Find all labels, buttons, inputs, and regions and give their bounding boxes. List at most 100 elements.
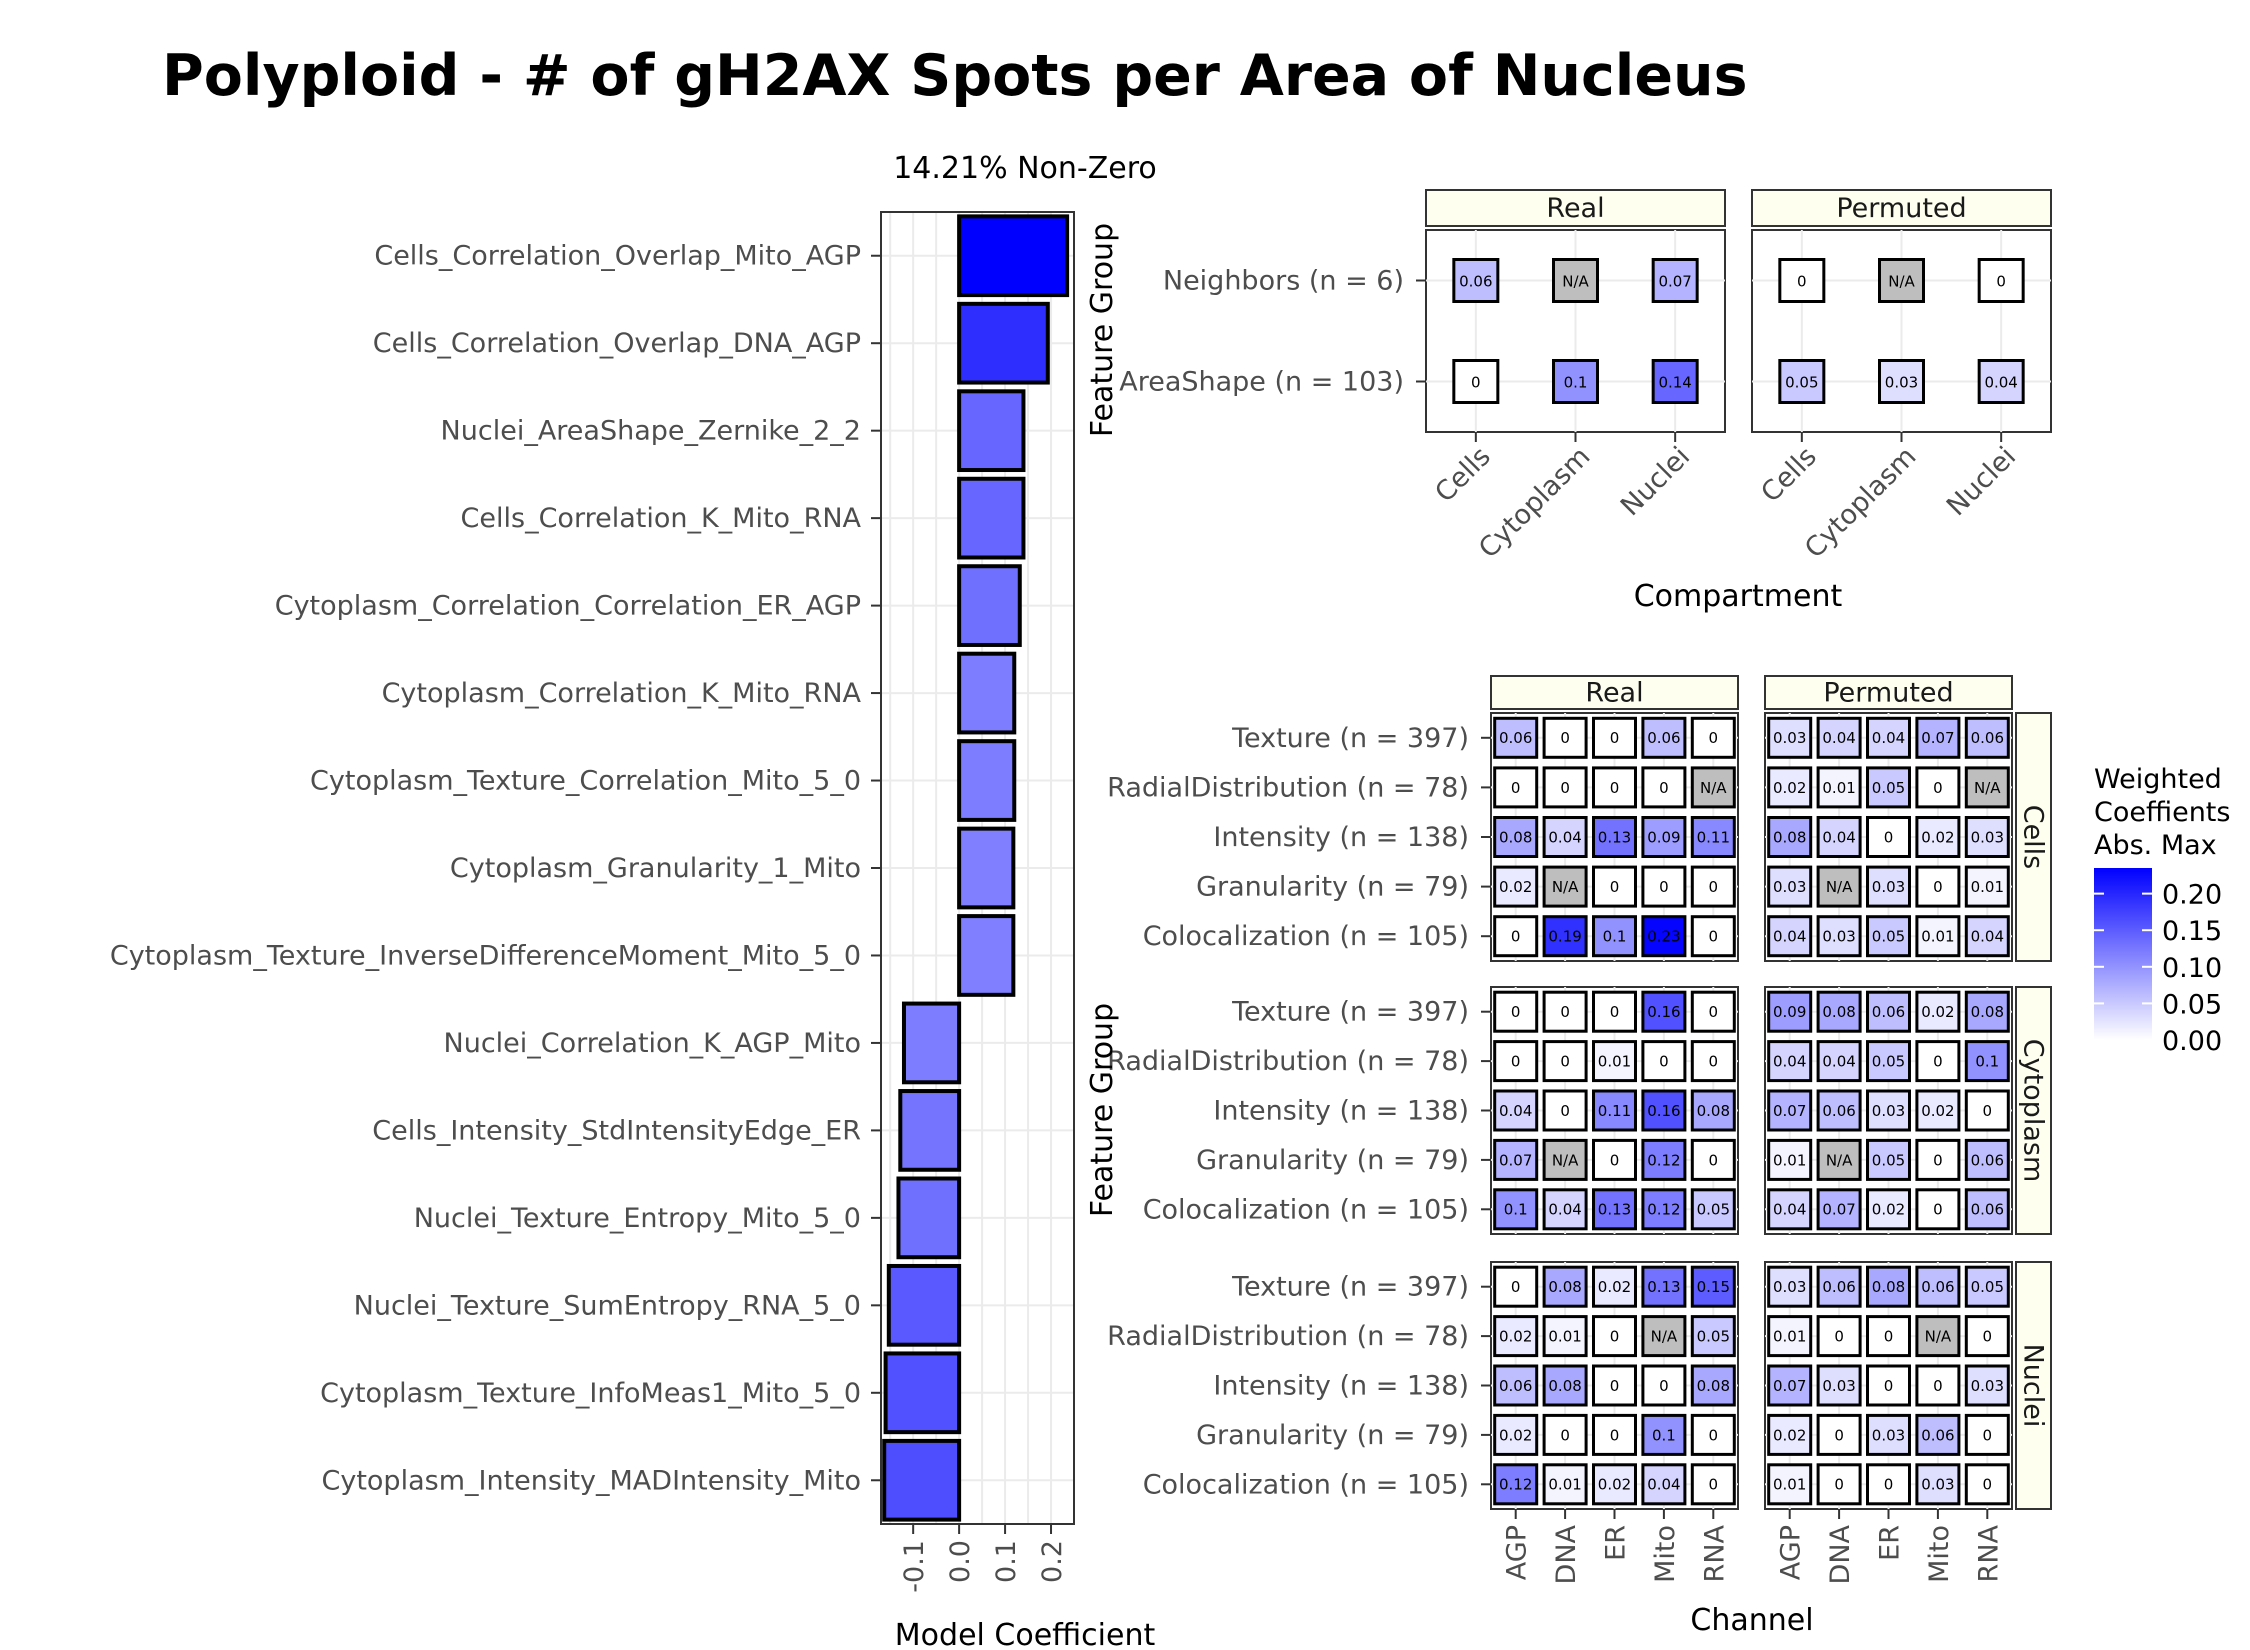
bottom-cytoplasm-real-cell-label: 0.16 bbox=[1647, 1003, 1680, 1021]
bottom-cells-permuted-cell bbox=[1767, 716, 1813, 759]
bar bbox=[957, 564, 1022, 647]
bottom-cytoplasm-permuted-cell-label: 0.04 bbox=[1773, 1201, 1806, 1219]
bottom-cells-real-cell bbox=[1542, 716, 1588, 759]
bar-y-tick-label: Cytoplasm_Correlation_Correlation_ER_AGP bbox=[275, 591, 861, 622]
bottom-cytoplasm-real-cell-label: 0 bbox=[1610, 1003, 1620, 1021]
bottom-cytoplasm-real-cell-label: 0 bbox=[1511, 1003, 1521, 1021]
bottom-nuclei-real-cell bbox=[1542, 1265, 1588, 1308]
top-real-cell bbox=[1552, 258, 1599, 303]
bar bbox=[896, 1176, 962, 1260]
bottom-nuclei-permuted-cell-label: 0.06 bbox=[1921, 1278, 1954, 1296]
bottom-cells-real-cell-label: 0 bbox=[1659, 779, 1669, 797]
bottom-nuclei-real-cell-label: 0 bbox=[1610, 1377, 1620, 1395]
bottom-cytoplasm-real-cell bbox=[1641, 1040, 1687, 1083]
legend-colorbar bbox=[2094, 868, 2152, 1040]
bottom-strip-nuclei bbox=[2015, 1261, 2052, 1510]
bottom-nuclei-permuted-cell-label: 0.01 bbox=[1773, 1328, 1806, 1346]
bottom-cells-permuted-cell bbox=[1866, 716, 1911, 759]
bottom-nuclei-permuted-cell-label: 0 bbox=[1983, 1426, 1993, 1444]
bottom-cells-permuted-cell bbox=[1915, 766, 1961, 809]
top-permuted-cell-label: 0.03 bbox=[1885, 373, 1918, 391]
bottom-cells-real-cell bbox=[1690, 716, 1736, 759]
bottom-x-tick-label: ER bbox=[1875, 1525, 1906, 1561]
bottom-cells-real-cell bbox=[1641, 915, 1687, 958]
bottom-cytoplasm-permuted-cell-label: 0.03 bbox=[1872, 1102, 1905, 1120]
bottom-cells-permuted-cell-label: 0.07 bbox=[1921, 729, 1954, 747]
bottom-cells-permuted-cell-label: 0.01 bbox=[1822, 779, 1855, 797]
bottom-cytoplasm-real-cell-label: 0 bbox=[1560, 1003, 1570, 1021]
bottom-cells-permuted-cell bbox=[1767, 865, 1813, 908]
bottom-cytoplasm-permuted-cell-label: 0.05 bbox=[1872, 1151, 1905, 1169]
bottom-nuclei-real-cell bbox=[1592, 1364, 1637, 1407]
top-real-cell-label: 0.14 bbox=[1658, 373, 1691, 391]
bottom-cytoplasm-permuted-cell bbox=[1816, 1089, 1862, 1132]
bottom-nuclei-permuted-cell-label: 0.07 bbox=[1773, 1377, 1806, 1395]
bottom-cells-permuted-cell-label: 0 bbox=[1933, 779, 1943, 797]
bottom-x-tick-label: AGP bbox=[1502, 1525, 1533, 1580]
bottom-cytoplasm-real-cell-label: 0.1 bbox=[1504, 1201, 1528, 1219]
bottom-nuclei-real-cell-label: 0.01 bbox=[1548, 1476, 1581, 1494]
top-permuted-cell bbox=[1778, 359, 1826, 404]
legend-title-line: Abs. Max bbox=[2094, 830, 2217, 861]
bottom-strip-real bbox=[1490, 675, 1739, 710]
bottom-nuclei-real-cell bbox=[1542, 1364, 1588, 1407]
top-permuted-cell bbox=[1878, 258, 1925, 303]
bottom-cells-real-cell bbox=[1493, 816, 1539, 858]
bottom-cytoplasm-real-cell bbox=[1493, 1089, 1539, 1132]
bottom-cytoplasm-real-cell bbox=[1542, 1040, 1588, 1083]
bottom-cells-real-cell bbox=[1592, 716, 1637, 759]
bottom-cytoplasm-permuted-cell-label: 0.06 bbox=[1872, 1003, 1905, 1021]
bottom-cytoplasm-real-cell-label: 0.01 bbox=[1598, 1053, 1631, 1071]
bottom-strip-real-label: Real bbox=[1585, 678, 1643, 709]
top-x-tick-label: Nuclei bbox=[1941, 441, 2022, 522]
top-real-cell bbox=[1452, 258, 1500, 303]
bottom-nuclei-real-cell-label: 0.01 bbox=[1548, 1328, 1581, 1346]
bottom-nuclei-permuted-cell-label: 0.05 bbox=[1971, 1278, 2004, 1296]
bottom-cytoplasm-real-cell bbox=[1542, 1188, 1588, 1231]
bottom-cells-real-cell bbox=[1493, 766, 1539, 809]
bottom-nuclei-real-cell-label: 0.08 bbox=[1548, 1278, 1581, 1296]
bar-y-tick-label: Nuclei_Texture_SumEntropy_RNA_5_0 bbox=[354, 1290, 861, 1321]
bar bbox=[957, 476, 1026, 560]
bottom-cells-permuted-cell bbox=[1866, 766, 1911, 809]
top-real-cell-label: 0.1 bbox=[1564, 373, 1588, 391]
bottom-cells-permuted-cell bbox=[1816, 816, 1862, 858]
bottom-nuclei-real-cell-label: 0.13 bbox=[1647, 1278, 1680, 1296]
bar-x-tick-label: 0.0 bbox=[945, 1540, 976, 1583]
bottom-nuclei-real-cell bbox=[1493, 1265, 1539, 1308]
bottom-cells-permuted-cell-label: 0.01 bbox=[1971, 878, 2004, 896]
bar bbox=[898, 1089, 962, 1172]
bottom-cytoplasm-real-cell bbox=[1690, 1188, 1736, 1231]
bar-chart-panel-border bbox=[880, 211, 1075, 1525]
bar-chart-y-ticks: Cells_Correlation_Overlap_Mito_AGP Cells_… bbox=[110, 241, 881, 1496]
bottom-nuclei-permuted-cell-label: 0.06 bbox=[1921, 1426, 1954, 1444]
bottom-cells-permuted-cell-label: 0.03 bbox=[1773, 729, 1806, 747]
bottom-cytoplasm-permuted-cell bbox=[1915, 1040, 1961, 1083]
top-permuted-cell bbox=[1778, 258, 1826, 303]
top-real-cell bbox=[1452, 359, 1500, 404]
bottom-nuclei-permuted-cell bbox=[1964, 1315, 2010, 1358]
bottom-cytoplasm-permuted-cell-label: 0.02 bbox=[1921, 1102, 1954, 1120]
top-real-cell bbox=[1651, 258, 1699, 303]
bottom-cytoplasm-permuted-cell bbox=[1964, 1089, 2010, 1132]
bottom-nuclei-permuted-cell-label: 0 bbox=[1983, 1328, 1993, 1346]
bottom-nuclei-permuted-cell-label: N/A bbox=[1925, 1328, 1952, 1346]
bottom-cells-real-cell bbox=[1592, 766, 1637, 809]
bottom-cytoplasm-permuted-cell bbox=[1767, 1040, 1813, 1083]
bottom-cells-permuted-cell-label: 0.04 bbox=[1971, 928, 2004, 946]
bottom-cells-real-cell-label: 0.02 bbox=[1499, 878, 1532, 896]
bottom-cytoplasm-permuted-cell bbox=[1915, 1089, 1961, 1132]
top-y-tick-label: Neighbors (n = 6) bbox=[1163, 266, 1404, 297]
bottom-nuclei-permuted-cell-label: 0 bbox=[1834, 1476, 1844, 1494]
bottom-nuclei-real-cell-label: 0.05 bbox=[1697, 1328, 1730, 1346]
bottom-nuclei-permuted-cell bbox=[1816, 1315, 1862, 1358]
bar-y-tick-label: Cells_Correlation_Overlap_DNA_AGP bbox=[373, 328, 861, 359]
bottom-cells-real-cell-label: 0.06 bbox=[1647, 729, 1680, 747]
bottom-nuclei-real-cell bbox=[1542, 1463, 1588, 1506]
bottom-nuclei-permuted-cell bbox=[1915, 1265, 1961, 1308]
bar-x-tick-label: 0.2 bbox=[1037, 1540, 1068, 1583]
bottom-cytoplasm-permuted-cell bbox=[1915, 1138, 1961, 1181]
bar bbox=[957, 389, 1026, 473]
bottom-cells-permuted-cell bbox=[1816, 766, 1862, 809]
